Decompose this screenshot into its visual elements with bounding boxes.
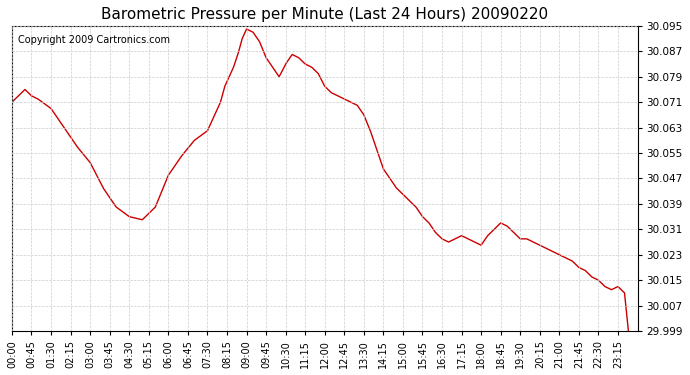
Text: Copyright 2009 Cartronics.com: Copyright 2009 Cartronics.com bbox=[18, 35, 170, 45]
Title: Barometric Pressure per Minute (Last 24 Hours) 20090220: Barometric Pressure per Minute (Last 24 … bbox=[101, 7, 549, 22]
